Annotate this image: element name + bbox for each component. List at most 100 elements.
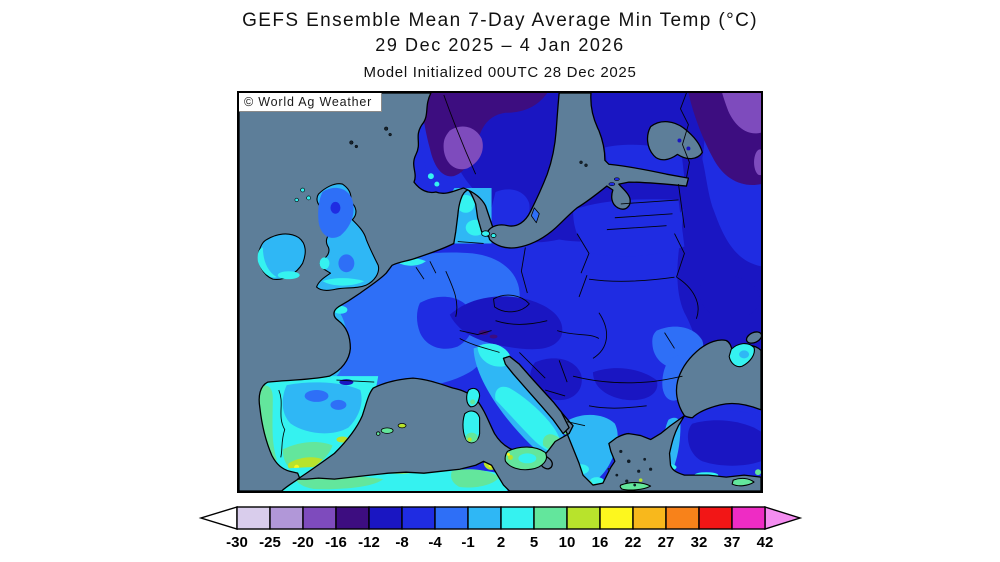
region-iberia-sky: [282, 382, 362, 434]
island-faroe-1: [349, 140, 354, 145]
watermark-label: © World Ag Weather: [239, 93, 383, 112]
islands: [257, 126, 755, 491]
region-ukraine-navy: [699, 274, 760, 320]
colorbar-tick-label: -8: [395, 534, 408, 551]
region-alps-indigo2: [489, 334, 498, 339]
colorbar-tick-label: -12: [358, 534, 380, 551]
colorbar-legend: -30 -25 -20 -16 -12 -8 -4 -1 2 5 10 16 22 27 32 37 42: [198, 506, 803, 551]
sea-baltic: [486, 93, 690, 249]
island-saaremaa: [608, 182, 616, 186]
colorbar-cell: [335, 506, 370, 530]
colorbar-tick-label: 37: [724, 534, 741, 551]
colorbar-cell: [665, 506, 700, 530]
colorbar-tick-label: 16: [592, 534, 609, 551]
wales-cyan: [319, 257, 330, 270]
island-aland-2: [584, 163, 588, 167]
island-corsica: [466, 387, 481, 408]
colorbar-cell: [599, 506, 634, 530]
region-balkans-navy: [530, 358, 582, 401]
model-init-line: Model Initialized 00UTC 28 Dec 2025: [363, 64, 637, 81]
island-aland-1: [579, 160, 583, 164]
colorbar-cell: [368, 506, 403, 530]
colorbar-tick-label: -4: [428, 534, 442, 551]
temperature-regions: [254, 93, 761, 491]
ireland-cyan-fringe: [257, 247, 277, 278]
region-iberia-bright1: [304, 390, 329, 402]
region-fjord-cyan1: [427, 173, 434, 180]
country-borders: [278, 93, 699, 458]
europe-map-svg: [239, 93, 761, 491]
colorbar-cell: [401, 506, 436, 530]
colorbar-tick-label: -30: [226, 534, 248, 551]
region-bulgaria-navy: [592, 368, 658, 401]
lake-island-1: [677, 138, 682, 143]
colorbar-cells: [236, 506, 766, 530]
seas: [239, 93, 761, 491]
island-ibiza: [376, 431, 381, 436]
region-turkey-navy: [687, 420, 761, 466]
region-africa-mint-east: [451, 469, 500, 488]
lake-island-2: [686, 146, 691, 151]
colorbar-tick-labels: -30 -25 -20 -16 -12 -8 -4 -1 2 5 10 16 22 27 32 37 42: [226, 534, 773, 551]
colorbar-cell: [731, 506, 766, 530]
colorbar-tick-label: 5: [530, 534, 538, 551]
region-central-navy-band: [449, 296, 563, 350]
corsica-mint: [470, 399, 476, 405]
europe-temperature-map: © World Ag Weather: [237, 91, 763, 493]
region-iberia-bright2: [330, 399, 347, 410]
colorbar-cell: [302, 506, 337, 530]
region-po-cyan: [477, 343, 511, 367]
sea-atlantic: [239, 93, 495, 491]
colorbar-cell: [533, 506, 568, 530]
colorbar-cell: [500, 506, 535, 530]
region-russia-east-navy: [677, 132, 761, 391]
page-title: GEFS Ensemble Mean 7-Day Average Min Tem…: [242, 10, 758, 31]
region-fjord-cyan2: [434, 181, 440, 187]
sea-adriatic: [502, 355, 570, 435]
island-funen: [490, 233, 497, 238]
colorbar-tick-label: 42: [757, 534, 774, 551]
colorbar-cell: [467, 506, 502, 530]
region-ne-purple-corner: [722, 93, 761, 134]
region-norway-purple-core: [443, 126, 483, 170]
island-hebrides-3: [294, 197, 299, 203]
colorbar-tick-label: 2: [497, 534, 505, 551]
colorbar-cell: [566, 506, 601, 530]
sicily-yg-dot: [507, 454, 513, 460]
colorbar-tick-label: 32: [691, 534, 708, 551]
island-rhodes-yg: [638, 478, 643, 482]
island-faroe-2: [354, 144, 358, 149]
england-south-cyan: [322, 278, 365, 286]
colorbar-cell: [236, 506, 271, 530]
island-zealand: [481, 230, 490, 237]
scotland-royal-dot: [330, 201, 341, 214]
colorbar-tick-label: -16: [325, 534, 347, 551]
island-hebrides-1: [300, 187, 305, 193]
colorbar-tick-label: 10: [559, 534, 576, 551]
colorbar-tick-label: -20: [292, 534, 314, 551]
colorbar-cell: [269, 506, 304, 530]
colorbar-tick-label: 27: [658, 534, 675, 551]
colorbar-left-arrow: [198, 506, 238, 530]
sardinia-yg: [467, 437, 472, 442]
england-bright-blob: [338, 254, 355, 273]
sardinia-mint: [465, 432, 478, 443]
island-menorca: [397, 423, 407, 429]
colorbar-tick-label: -25: [259, 534, 281, 551]
aegean-islands: [607, 449, 653, 487]
region-edge-purple: [754, 149, 761, 176]
colorbar-cell: [632, 506, 667, 530]
colorbar-right-arrow: [764, 506, 803, 530]
island-gotland: [530, 207, 540, 224]
colorbar-cell: [698, 506, 733, 530]
ireland-cyan-south: [277, 271, 300, 280]
region-turkey-mint: [755, 469, 761, 476]
island-hiiumaa: [614, 177, 620, 181]
colorbar-cell: [434, 506, 469, 530]
region-italy-coast-cyan: [495, 386, 561, 452]
island-hebrides-2: [306, 195, 311, 201]
island-cyprus: [731, 477, 755, 487]
colorbar-tick-label: -1: [461, 534, 474, 551]
island-shetland-1: [384, 126, 389, 131]
